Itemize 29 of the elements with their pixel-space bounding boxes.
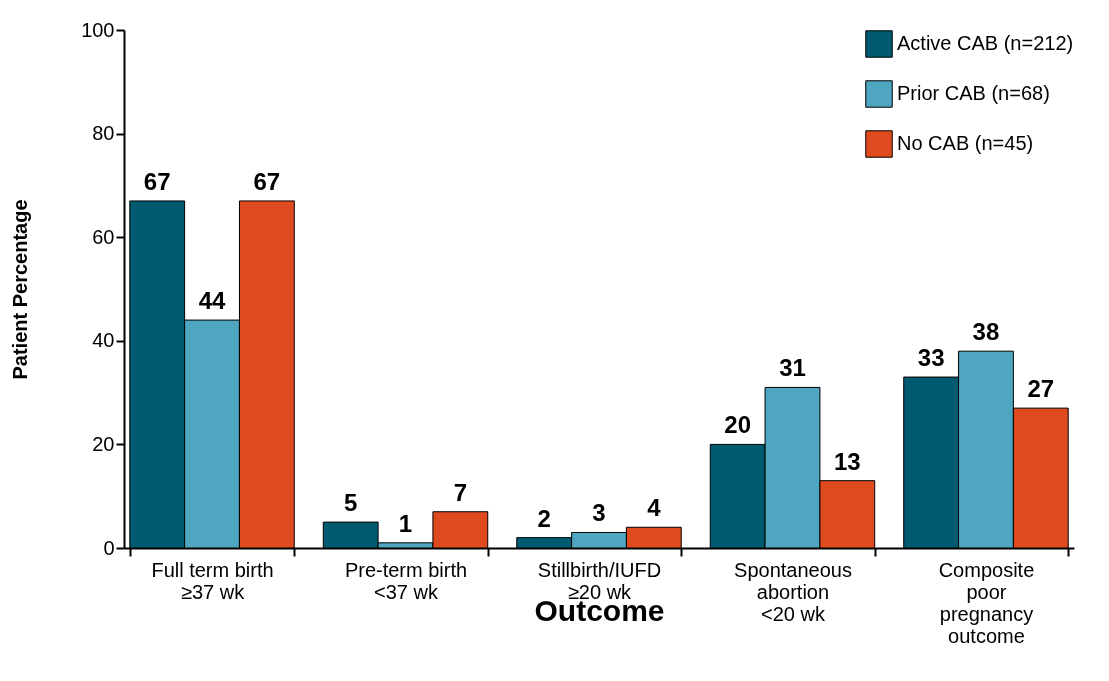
legend-label: Prior CAB (n=68) bbox=[897, 82, 1050, 104]
data-label: 67 bbox=[253, 167, 281, 195]
data-label: 27 bbox=[1027, 375, 1055, 403]
x-tick-label: Pre-term birth <37 wk bbox=[344, 558, 468, 603]
data-label: 13 bbox=[833, 447, 861, 475]
y-tick-label: 60 bbox=[92, 225, 115, 248]
y-tick-label: 40 bbox=[92, 329, 115, 352]
x-tick-label: Composite poor pregnancy outcome bbox=[938, 558, 1035, 647]
data-label: 3 bbox=[592, 499, 606, 527]
legend-label: No CAB (n=45) bbox=[897, 132, 1034, 154]
data-label: 38 bbox=[972, 318, 1000, 346]
data-label: 67 bbox=[143, 167, 171, 195]
legend-label: Active CAB (n=212) bbox=[897, 32, 1074, 54]
data-label: 20 bbox=[724, 411, 752, 439]
data-label: 2 bbox=[537, 504, 551, 532]
data-label: 5 bbox=[344, 489, 358, 517]
y-tick-label: 100 bbox=[81, 18, 115, 41]
data-label: 33 bbox=[917, 344, 945, 372]
y-tick-label: 20 bbox=[92, 432, 115, 455]
y-axis-title: Patient Percentage bbox=[9, 199, 32, 380]
y-tick-label: 0 bbox=[103, 536, 115, 559]
data-label: 31 bbox=[779, 354, 806, 382]
x-tick-label: Spontaneous abortion <20 wk bbox=[734, 558, 852, 625]
data-label: 1 bbox=[398, 509, 413, 537]
x-tick-label: Full term birth ≥37 wk bbox=[151, 558, 274, 603]
data-label: 7 bbox=[453, 478, 468, 506]
data-label: 44 bbox=[198, 287, 227, 315]
data-label: 4 bbox=[647, 494, 662, 522]
y-tick-label: 80 bbox=[92, 122, 115, 145]
